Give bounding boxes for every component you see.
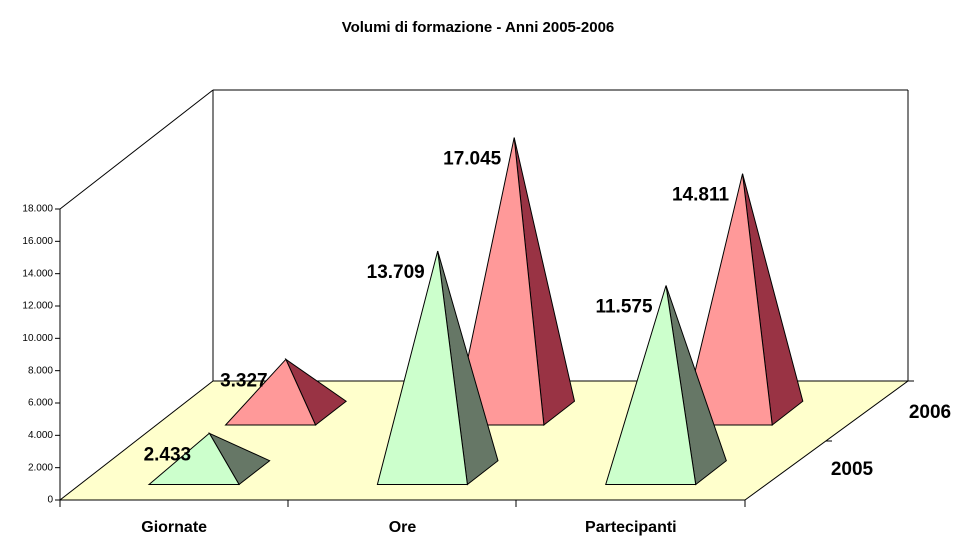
value-label: 3.327	[220, 370, 268, 391]
depth-label: 2006	[909, 402, 951, 423]
y-tick-label: 12.000	[22, 301, 53, 312]
y-tick-label: 2.000	[28, 462, 53, 473]
y-tick-label: 16.000	[22, 236, 53, 247]
side-wall-edge	[59, 89, 214, 210]
chart-title: Volumi di formazione - Anni 2005-2006	[342, 19, 615, 36]
pyramid	[453, 137, 545, 426]
x-tick-label: Partecipanti	[585, 519, 677, 536]
pyramid	[681, 173, 773, 426]
y-tick-label: 4.000	[28, 430, 53, 441]
pyramid	[605, 285, 697, 486]
y-tick-label: 18.000	[22, 204, 53, 215]
value-label: 11.575	[595, 297, 652, 318]
y-tick-label: 8.000	[28, 365, 53, 376]
value-label: 13.709	[367, 262, 425, 283]
value-label: 2.433	[144, 444, 192, 465]
y-tick-label: 10.000	[22, 333, 53, 344]
depth-label: 2005	[831, 459, 874, 480]
pyramid	[376, 250, 468, 486]
x-tick-label: Giornate	[141, 519, 207, 536]
x-tick-label: Ore	[389, 519, 417, 536]
value-label: 14.811	[672, 185, 729, 206]
pyramid	[147, 432, 240, 486]
value-label: 17.045	[443, 149, 502, 170]
y-tick-label: 6.000	[28, 398, 53, 409]
y-tick-label: 14.000	[22, 268, 53, 279]
pyramid	[224, 358, 317, 426]
y-tick-label: 0	[47, 495, 53, 506]
